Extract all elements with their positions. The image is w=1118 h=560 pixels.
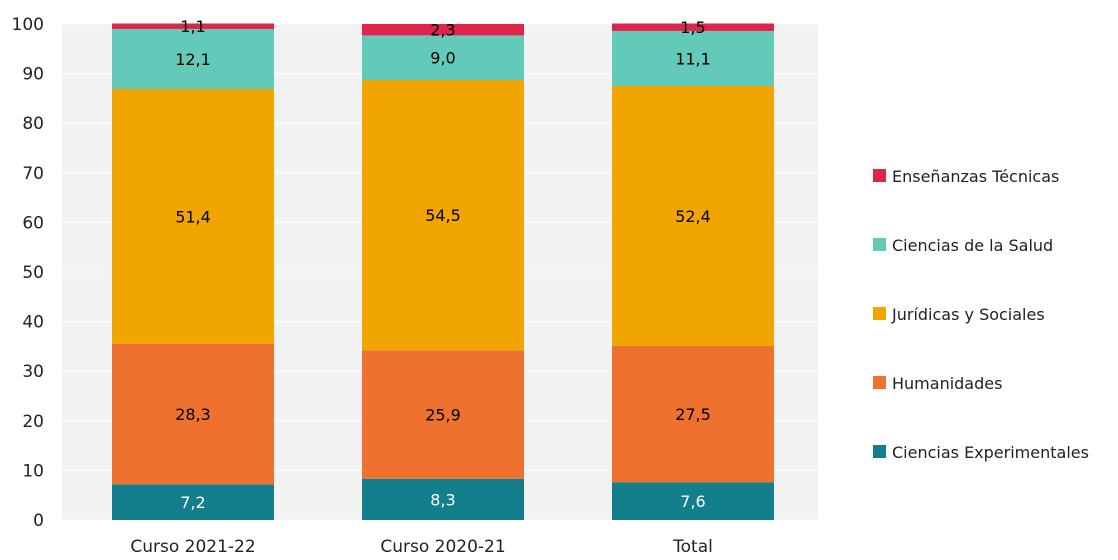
bars: [112, 23, 774, 520]
legend-label: Humanidades: [892, 374, 1002, 393]
legend-label: Ciencias Experimentales: [892, 443, 1089, 462]
legend-item-ciencias-de-la-salud: Ciencias de la Salud: [873, 236, 1053, 255]
bar-segment-ciencias-de-la-salud: [112, 28, 274, 89]
legend-swatch: [873, 307, 886, 320]
bar-segment-humanidades: [112, 343, 274, 485]
y-tick-label: 100: [12, 15, 44, 35]
bar-segment-ciencias-experimentales: [362, 478, 524, 520]
legend-label: Jurídicas y Sociales: [891, 305, 1045, 324]
y-tick-label: 10: [22, 461, 44, 481]
y-tick-label: 40: [22, 313, 44, 333]
x-tick-label: Total: [672, 537, 713, 557]
data-label: 28,3: [175, 405, 211, 424]
bar-segment-ensenanzas-tecnicas: [112, 23, 274, 29]
data-label: 12,1: [175, 50, 211, 69]
y-axis: 0 10 20 30 40 50 60 70 80 90 100: [12, 15, 44, 531]
bar-segment-ciencias-experimentales: [612, 482, 774, 520]
data-label: 25,9: [425, 406, 461, 425]
y-tick-label: 0: [33, 511, 44, 531]
legend: Enseñanzas Técnicas Ciencias de la Salud J…: [873, 167, 1089, 462]
x-tick-label: Curso 2020-21: [380, 537, 505, 557]
bar-segment-ciencias-experimentales: [112, 484, 274, 520]
x-tick-label: Curso 2021-22: [130, 537, 255, 557]
x-axis: Curso 2021-22 Curso 2020-21 Total: [130, 537, 713, 557]
legend-swatch: [873, 376, 886, 389]
y-tick-label: 80: [22, 114, 44, 134]
data-label: 1,5: [680, 18, 705, 37]
legend-label: Ciencias de la Salud: [892, 236, 1053, 255]
data-label: 54,5: [425, 206, 461, 225]
bar-segment-ensenanzas-tecnicas: [612, 23, 774, 31]
y-tick-label: 20: [22, 412, 44, 432]
bar-segment-humanidades: [612, 345, 774, 483]
y-tick-label: 30: [22, 362, 44, 382]
y-tick-label: 50: [22, 263, 44, 283]
data-label: 27,5: [675, 405, 711, 424]
data-label: 7,6: [680, 492, 705, 511]
bar-segment-juridicas-y-sociales: [112, 88, 274, 344]
bar-segment-humanidades: [362, 350, 524, 479]
legend-item-juridicas-y-sociales: Jurídicas y Sociales: [873, 305, 1045, 324]
data-label: 1,1: [180, 17, 205, 36]
data-label: 51,4: [175, 207, 211, 226]
data-label: 8,3: [430, 490, 455, 509]
legend-swatch: [873, 238, 886, 251]
data-label: 9,0: [430, 49, 455, 68]
legend-item-ciencias-experimentales: Ciencias Experimentales: [873, 443, 1089, 462]
y-tick-label: 90: [22, 65, 44, 85]
data-label: 11,1: [675, 49, 711, 68]
legend-label: Enseñanzas Técnicas: [892, 167, 1059, 186]
bar-segment-ciencias-de-la-salud: [362, 35, 524, 81]
data-label: 2,3: [430, 21, 455, 40]
legend-item-ensenanzas-tecnicas: Enseñanzas Técnicas: [873, 167, 1059, 186]
bar-segment-juridicas-y-sociales: [612, 86, 774, 346]
bar-segment-ensenanzas-tecnicas: [362, 24, 524, 36]
legend-swatch: [873, 445, 886, 458]
legend-item-humanidades: Humanidades: [873, 374, 1002, 393]
y-tick-label: 70: [22, 164, 44, 184]
data-labels: 7,2 28,3 51,4 12,1 1,1 8,3 25,9 54,5 9,0 2,3 7,6 27…: [175, 17, 711, 512]
legend-swatch: [873, 169, 886, 182]
bar-segment-ciencias-de-la-salud: [612, 30, 774, 86]
bar-segment-juridicas-y-sociales: [362, 80, 524, 351]
data-label: 52,4: [675, 207, 711, 226]
y-tick-label: 60: [22, 213, 44, 233]
data-label: 7,2: [180, 493, 205, 512]
